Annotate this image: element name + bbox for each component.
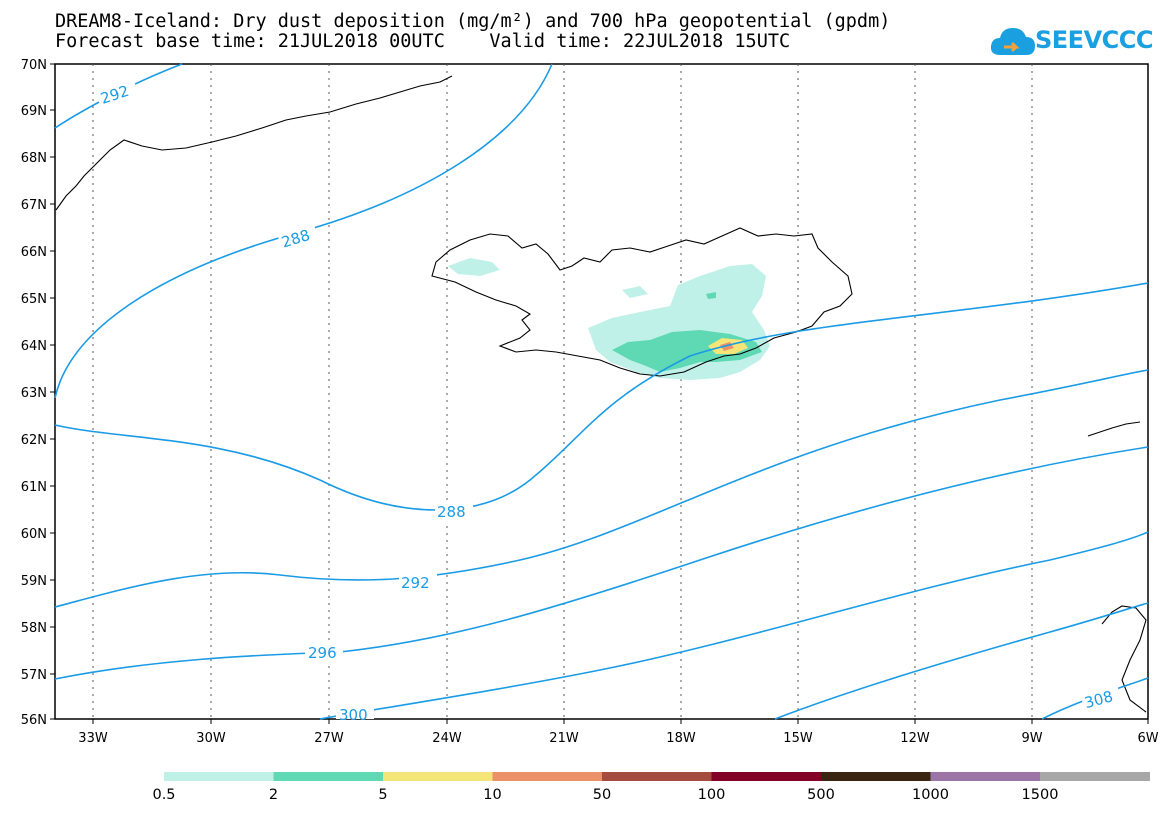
iceland-coastline [431,227,853,377]
dust-area-low-westfjords [448,258,500,276]
colorbar-label-1: 2 [269,787,278,803]
lat-label-65n: 65N [21,292,47,307]
contour-292-south [54,369,1149,608]
lon-label-18w: 18W [666,731,696,746]
lat-label-56n: 56N [21,713,47,728]
contour-label-296: 296 [308,644,337,662]
lat-label-63n: 63N [21,386,47,401]
dust-area-medium-north [706,292,716,299]
lon-label-12w: 12W [900,731,930,746]
contour-296 [54,446,1149,680]
coastlines [55,75,1147,713]
contour-labels: 292 288 288 292 296 300 308 [95,78,1122,724]
greenland-coastline [55,75,453,211]
colorbar-swatch-5 [711,772,822,781]
lat-label-66n: 66N [21,245,47,260]
lon-label-30w: 30W [196,731,226,746]
map-title-line2: Forecast base time: 21JUL2018 00UTC Vali… [55,31,791,52]
seevccc-logo: SEEVCCC [990,22,1160,62]
lat-label-62n: 62N [21,433,47,448]
colorbar-swatch-4 [602,772,712,781]
colorbar-swatch-1 [273,772,384,781]
lon-label-15w: 15W [783,731,813,746]
logo-text: SEEVCCC [1035,26,1154,54]
lat-label-70n: 70N [21,58,47,73]
colorbar-label-8: 1500 [1022,787,1059,803]
lat-label-69n: 69N [21,104,47,119]
contour-label-288-south: 288 [437,503,466,521]
axis-ticks [50,63,1149,724]
contour-label-292-south: 292 [401,574,430,592]
faroe-shetland-coastline [1087,421,1147,713]
colorbar-swatch-0 [164,772,274,781]
lat-label-67n: 67N [21,198,47,213]
lon-label-9w: 9W [1021,731,1042,746]
lat-label-61n: 61N [21,480,47,495]
lon-label-6w: 6W [1137,731,1158,746]
contour-300 [319,531,1149,720]
colorbar-label-3: 10 [483,787,501,803]
dust-area-low-north [622,286,648,298]
colorbar-swatch-7 [930,772,1041,781]
lon-label-27w: 27W [314,731,344,746]
contour-304 [774,602,1149,720]
dust-deposition-shading [448,258,770,380]
cloud-icon [990,28,1035,55]
contour-label-300: 300 [339,706,368,724]
colorbar-swatch-8 [1040,772,1150,781]
geopotential-contours [54,63,1149,720]
lat-label-68n: 68N [21,151,47,166]
latitude-labels: 70N 69N 68N 67N 66N 65N 64N 63N 62N 61N … [21,58,47,728]
colorbar-label-2: 5 [378,787,387,803]
map-title-line1: DREAM8-Iceland: Dry dust deposition (mg/… [55,11,891,32]
colorbar-label-0: 0.5 [152,787,175,803]
colorbar-label-4: 50 [593,787,611,803]
longitude-labels: 33W 30W 27W 24W 21W 18W 15W 12W 9W 6W [78,731,1158,746]
lon-label-24w: 24W [432,731,462,746]
lat-label-57n: 57N [21,668,47,683]
lat-label-59n: 59N [21,574,47,589]
colorbar-label-5: 100 [698,787,726,803]
lat-label-58n: 58N [21,621,47,636]
contour-288-south [54,282,1149,511]
lon-label-21w: 21W [549,731,579,746]
lat-label-60n: 60N [21,527,47,542]
colorbar-swatch-6 [821,772,931,781]
lon-label-33w: 33W [78,731,108,746]
map-frame [54,63,1149,720]
lat-label-64n: 64N [21,339,47,354]
colorbar-swatch-3 [492,772,603,781]
colorbar-label-6: 500 [807,787,835,803]
colorbar-swatch-2 [383,772,493,781]
colorbar-label-7: 1000 [912,787,949,803]
colorbar: 0.5 2 5 10 50 100 500 1000 1500 [152,772,1150,803]
